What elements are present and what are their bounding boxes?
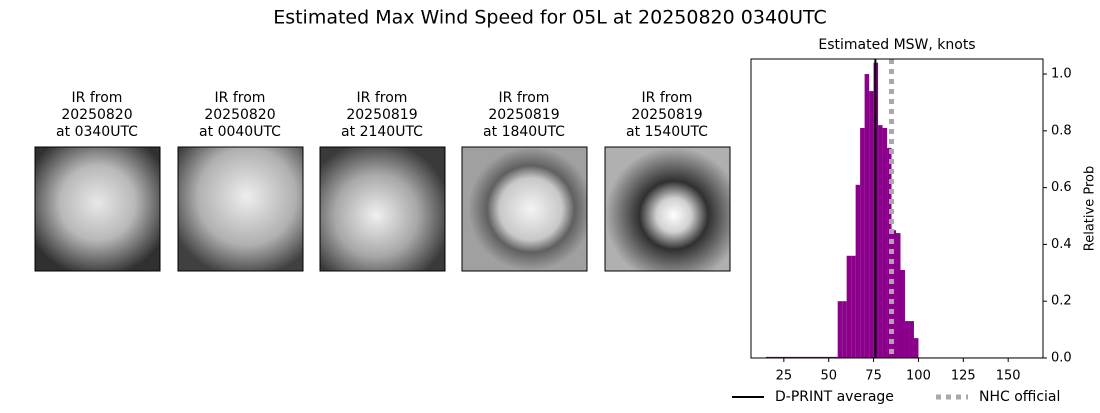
y-axis-label: Relative Prob bbox=[1083, 166, 1098, 251]
ir-images bbox=[34, 146, 731, 272]
panel-label: 20250819 bbox=[346, 107, 417, 123]
axes-title: Estimated MSW, knots bbox=[818, 37, 975, 53]
panel-label: at 2140UTC bbox=[341, 124, 423, 140]
x-tick-label: 75 bbox=[865, 369, 882, 384]
histogram-bar bbox=[882, 128, 888, 358]
panel-label: at 1840UTC bbox=[483, 124, 565, 140]
ir-image bbox=[604, 146, 731, 272]
x-tick-label: 25 bbox=[776, 369, 793, 384]
histogram-bar bbox=[851, 255, 856, 358]
ir-image bbox=[34, 146, 161, 272]
histogram-bar bbox=[900, 269, 905, 358]
histogram-bar bbox=[869, 91, 874, 358]
panel-label: 20250819 bbox=[631, 107, 702, 123]
x-tick-label: 150 bbox=[996, 369, 1021, 384]
panel-label: IR from bbox=[215, 90, 266, 106]
panel-label: 20250819 bbox=[488, 107, 559, 123]
histogram-bar bbox=[878, 125, 883, 358]
histogram-bar bbox=[842, 301, 847, 358]
histogram-bar bbox=[896, 233, 901, 358]
histogram-bar bbox=[913, 338, 919, 358]
y-tick-label: 0.2 bbox=[1051, 294, 1072, 309]
histogram-bar bbox=[765, 356, 838, 358]
ir-image bbox=[461, 146, 588, 272]
ir-image bbox=[319, 146, 446, 272]
y-tick-label: 0.4 bbox=[1051, 237, 1072, 252]
panel-label: IR from bbox=[642, 90, 693, 106]
histogram-bar bbox=[909, 321, 914, 358]
y-tick-label: 0.8 bbox=[1051, 123, 1072, 138]
ir-image bbox=[177, 146, 304, 272]
histogram-bar bbox=[846, 255, 852, 358]
legend-label: NHC official bbox=[979, 389, 1060, 405]
panel-label: at 1540UTC bbox=[626, 124, 708, 140]
main-title: Estimated Max Wind Speed for 05L at 2025… bbox=[273, 7, 827, 29]
panel-label: 20250820 bbox=[61, 107, 132, 123]
histogram-bar bbox=[837, 301, 843, 358]
panel-label: IR from bbox=[72, 90, 123, 106]
histogram-bar bbox=[855, 184, 861, 358]
histogram-bar bbox=[860, 128, 865, 358]
y-tick-label: 0.0 bbox=[1051, 351, 1072, 366]
panel-label: IR from bbox=[499, 90, 550, 106]
x-tick-label: 50 bbox=[820, 369, 837, 384]
panel-label: IR from bbox=[357, 90, 408, 106]
axes-frame bbox=[750, 58, 1044, 359]
legend-label: D-PRINT average bbox=[775, 389, 894, 405]
panel-label: at 0040UTC bbox=[199, 124, 281, 140]
x-tick-label: 100 bbox=[906, 369, 931, 384]
histogram-bar bbox=[864, 74, 870, 359]
histogram-bar bbox=[891, 230, 897, 358]
y-tick-label: 0.6 bbox=[1051, 180, 1072, 195]
panel-label: at 0340UTC bbox=[56, 124, 138, 140]
x-tick-label: 125 bbox=[951, 369, 976, 384]
panel-label: 20250820 bbox=[204, 107, 275, 123]
y-tick-label: 1.0 bbox=[1051, 67, 1072, 82]
histogram-bar bbox=[904, 321, 910, 358]
